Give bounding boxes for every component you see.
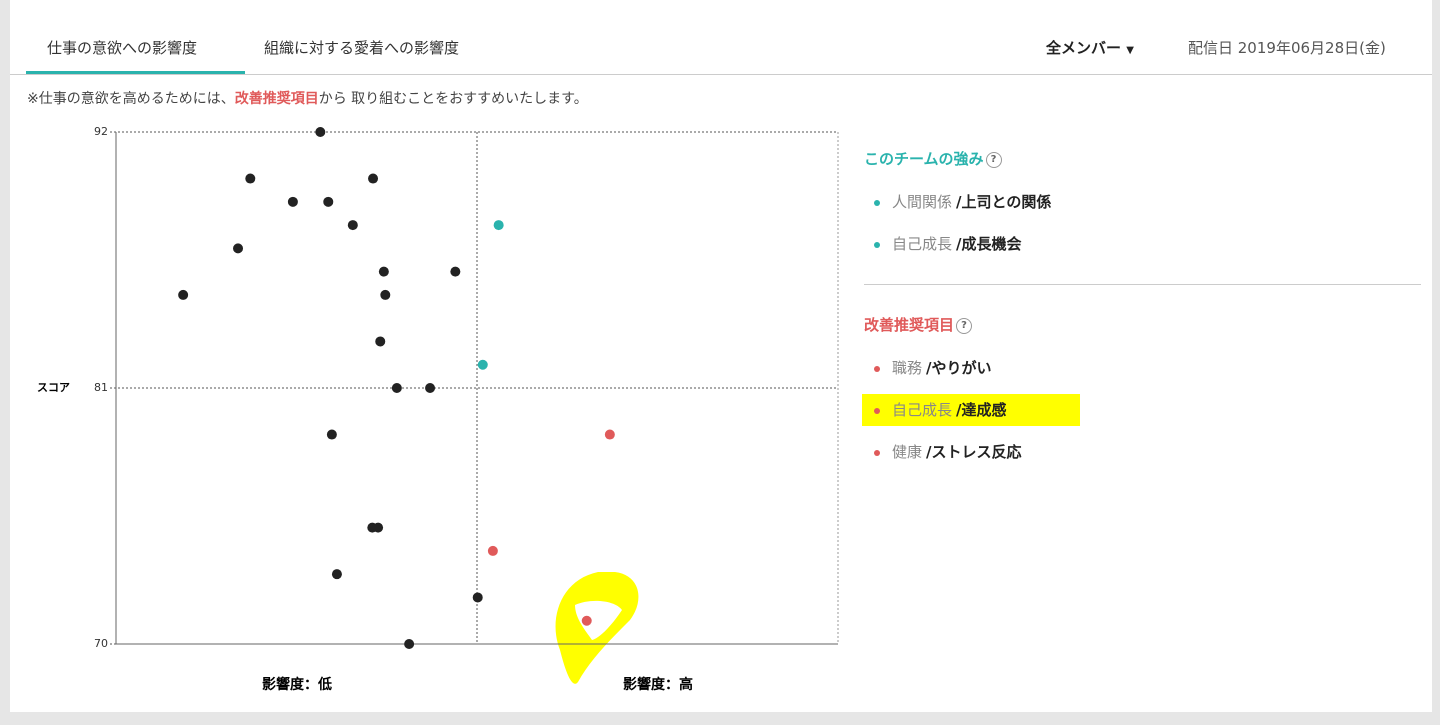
- data-point: [493, 220, 504, 231]
- section-title: 改善推奨項目: [864, 316, 955, 334]
- bullet: [874, 407, 880, 414]
- data-point: [331, 569, 342, 580]
- data-point: [380, 289, 391, 300]
- item-category: 自己成長: [892, 401, 953, 419]
- y-tick-label: 81: [94, 381, 108, 394]
- data-point: [391, 383, 402, 393]
- data-point: [373, 522, 384, 533]
- note-text: から 取り組むことをおすすめいたします。: [318, 91, 588, 107]
- data-point: [287, 196, 298, 207]
- member-filter[interactable]: 全メンバー ▼: [1046, 37, 1134, 58]
- active-tab-indicator: [26, 71, 245, 74]
- bullet: [874, 199, 880, 206]
- data-point: [368, 173, 379, 184]
- data-point: [425, 383, 436, 393]
- data-point: [323, 196, 334, 207]
- delivery-date: 配信日 2019年06月28日(金): [1188, 39, 1386, 57]
- item-category: 自己成長: [892, 235, 953, 253]
- annotation-scribble: [555, 572, 639, 684]
- item-item: /やりがい: [926, 359, 992, 377]
- data-point: [450, 266, 461, 277]
- list-item[interactable]: 健康/ストレス反応: [874, 441, 1022, 462]
- help-icon[interactable]: ?: [956, 317, 973, 334]
- data-point: [233, 243, 244, 254]
- data-point: [326, 429, 337, 440]
- note-highlight: 改善推奨項目: [234, 91, 319, 107]
- chart: スコア 影響度：低 影響度：高 70 81 92: [37, 125, 839, 693]
- list-item[interactable]: 自己成長/成長機会: [874, 233, 1022, 254]
- bullet: [874, 365, 880, 372]
- data-point: [477, 359, 488, 370]
- list-item[interactable]: 人間関係/上司との関係: [874, 191, 1051, 212]
- item-category: 健康: [892, 443, 923, 461]
- help-icon[interactable]: ?: [985, 151, 1002, 168]
- list-item[interactable]: 自己成長/達成感: [874, 399, 1007, 420]
- data-point: [378, 266, 389, 277]
- item-item: /成長機会: [956, 235, 1022, 253]
- improvements-title: 改善推奨項目?: [864, 314, 973, 335]
- bullet: [874, 449, 880, 456]
- dropdown-arrow: ▼: [1126, 45, 1134, 56]
- data-point: [404, 639, 415, 649]
- item-item: /達成感: [956, 401, 1007, 419]
- y-axis-label: スコア: [37, 381, 70, 394]
- item-category: 人間関係: [892, 193, 953, 211]
- divider: [864, 284, 1421, 285]
- item-item: /ストレス反応: [926, 443, 1022, 461]
- tab[interactable]: 組織に対する愛着への影響度: [264, 39, 460, 57]
- data-point: [347, 220, 358, 231]
- data-point: [581, 615, 592, 626]
- data-point: [375, 336, 386, 347]
- y-tick-label: 92: [94, 125, 108, 138]
- separator: [10, 74, 1432, 75]
- tab[interactable]: 仕事の意欲への影響度: [47, 39, 198, 57]
- x-axis-label: 影響度：低: [262, 676, 332, 693]
- item-category: 職務: [892, 359, 923, 377]
- data-point: [315, 127, 326, 137]
- x-axis-label: 影響度：高: [623, 676, 693, 693]
- data-point: [245, 173, 256, 184]
- data-point: [487, 545, 498, 556]
- y-tick-label: 70: [94, 637, 108, 650]
- filter-label: 全メンバー: [1046, 39, 1122, 57]
- item-item: /上司との関係: [956, 193, 1052, 211]
- section-title: このチームの強み: [864, 150, 984, 168]
- note: ※仕事の意欲を高めるためには、改善推奨項目から 取り組むことをおすすめいたします…: [27, 88, 588, 108]
- data-point: [178, 289, 189, 300]
- bullet: [874, 241, 880, 248]
- note-text: ※仕事の意欲を高めるためには、: [27, 91, 235, 107]
- strengths-title: このチームの強み?: [864, 148, 1002, 169]
- data-point: [472, 592, 483, 603]
- list-item[interactable]: 職務/やりがい: [874, 357, 992, 378]
- data-point: [604, 429, 615, 440]
- panel: [10, 0, 1432, 712]
- annotation-highlight: [862, 394, 1080, 426]
